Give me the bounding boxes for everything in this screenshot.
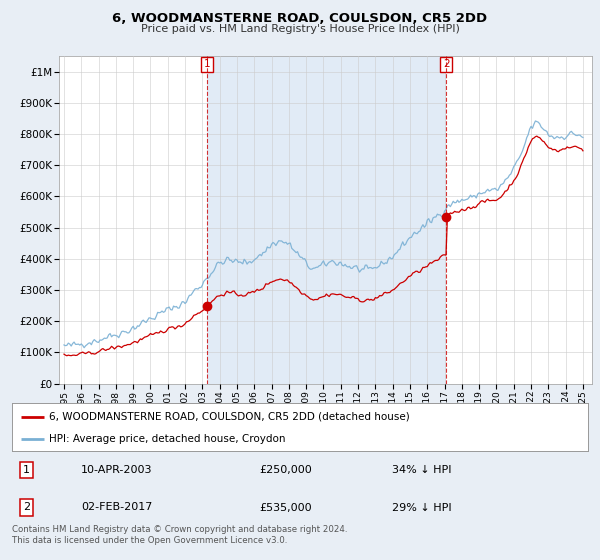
Text: £250,000: £250,000 (260, 465, 313, 475)
Text: £535,000: £535,000 (260, 502, 313, 512)
Text: HPI: Average price, detached house, Croydon: HPI: Average price, detached house, Croy… (49, 434, 286, 444)
Text: 2: 2 (443, 59, 449, 69)
Text: 02-FEB-2017: 02-FEB-2017 (81, 502, 152, 512)
Text: 1: 1 (23, 465, 30, 475)
Text: 2: 2 (23, 502, 30, 512)
Text: Price paid vs. HM Land Registry's House Price Index (HPI): Price paid vs. HM Land Registry's House … (140, 24, 460, 34)
Text: Contains HM Land Registry data © Crown copyright and database right 2024.
This d: Contains HM Land Registry data © Crown c… (12, 525, 347, 545)
Text: 29% ↓ HPI: 29% ↓ HPI (392, 502, 452, 512)
Bar (207, 56, 446, 384)
Text: 34% ↓ HPI: 34% ↓ HPI (392, 465, 452, 475)
Text: 6, WOODMANSTERNE ROAD, COULSDON, CR5 2DD (detached house): 6, WOODMANSTERNE ROAD, COULSDON, CR5 2DD… (49, 412, 410, 422)
Text: 1: 1 (204, 59, 211, 69)
Text: 6, WOODMANSTERNE ROAD, COULSDON, CR5 2DD: 6, WOODMANSTERNE ROAD, COULSDON, CR5 2DD (112, 12, 488, 25)
Text: 10-APR-2003: 10-APR-2003 (81, 465, 152, 475)
